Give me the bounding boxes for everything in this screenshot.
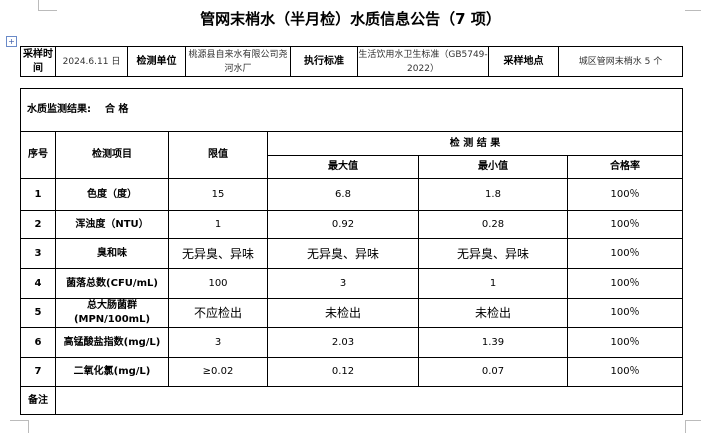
page-corner-mark [38,0,57,11]
cell-limit: 3 [168,327,268,358]
header-item: 检测项目 [55,131,169,179]
table-row: 4 菌落总数(CFU/mL) 100 3 1 100％ [20,268,684,299]
header-min: 最小值 [418,155,568,179]
header-no: 序号 [20,131,56,179]
cell-rate: 100％ [566,357,684,387]
standard: 生活饮用水卫生标准（GB5749-2022） [357,46,489,77]
cell-no: 5 [20,298,56,328]
cell-rate: 100％ [566,268,684,299]
cell-item: 色度（度） [55,178,169,211]
cell-no: 4 [20,268,56,299]
table-row: 2 浑浊度（NTU） 1 0.92 0.28 100％ [20,210,684,239]
cell-limit: 无异臭、异味 [168,238,268,269]
cell-rate: 100％ [566,298,684,328]
page-corner-mark [685,420,701,433]
header-max: 最大值 [267,155,419,179]
unit-label: 检测单位 [127,46,186,77]
remarks-label: 备注 [20,386,56,415]
header-limit: 限值 [168,131,268,179]
unit: 桃源县自来水有限公司尧河水厂 [185,46,291,77]
cell-no: 2 [20,210,56,239]
cell-limit: 100 [168,268,268,299]
cell-rate: 100％ [566,178,684,211]
cell-no: 1 [20,178,56,211]
cell-min: 未检出 [418,298,568,328]
cell-min: 1.39 [418,327,568,358]
page-corner-mark [10,420,29,433]
sample-time-label: 采样时间 [20,46,56,77]
cell-min: 0.28 [418,210,568,239]
page-title: 管网末梢水（半月检）水质信息公告（7 项） [200,10,501,28]
header-rate: 合格率 [566,155,684,179]
table-row: 3 臭和味 无异臭、异味 无异臭、异味 无异臭、异味 100％ [20,238,684,269]
remarks-value[interactable] [54,386,684,415]
cell-item: 浑浊度（NTU） [55,210,169,239]
cell-max: 6.8 [267,178,419,211]
page-corner-mark [685,0,701,11]
cell-max: 0.92 [267,210,419,239]
cell-max: 无异臭、异味 [267,238,419,269]
results-table: 水质监测结果: 合 格 序号 检测项目 限值 检 测 结 果 最大值 最小值 合… [19,88,684,415]
cell-limit: 1 [168,210,268,239]
place-label: 采样地点 [488,46,559,77]
cell-rate: 100％ [566,238,684,269]
table-row: 7 二氧化氯(mg/L) ≥0.02 0.12 0.07 100％ [20,357,684,387]
cell-max: 3 [267,268,419,299]
place: 城区管网末梢水 5 个 [558,46,683,77]
standard-label: 执行标准 [290,46,358,77]
cell-min: 1.8 [418,178,568,211]
cell-limit: 不应检出 [168,298,268,328]
table-row: 1 色度（度） 15 6.8 1.8 100％ [20,178,684,211]
cell-no: 7 [20,357,56,387]
cell-rate: 100％ [566,210,684,239]
result-label: 水质监测结果: [27,104,91,115]
cell-max: 2.03 [267,327,419,358]
cell-min: 无异臭、异味 [418,238,568,269]
cell-rate: 100％ [566,327,684,358]
cell-no: 6 [20,327,56,358]
cell-item: 总大肠菌群(MPN/100mL) [55,298,169,328]
table-move-handle-icon[interactable]: + [6,36,17,47]
cell-max: 未检出 [267,298,419,328]
table-row: 6 高锰酸盐指数(mg/L) 3 2.03 1.39 100％ [20,327,684,358]
cell-item: 二氧化氯(mg/L) [55,357,169,387]
cell-item: 臭和味 [55,238,169,269]
cell-no: 3 [20,238,56,269]
result-value: 合 格 [104,104,129,115]
cell-item: 高锰酸盐指数(mg/L) [55,327,169,358]
cell-limit: ≥0.02 [168,357,268,387]
info-table: 采样时间 2024.6.11 日 检测单位 桃源县自来水有限公司尧河水厂 执行标… [20,46,683,77]
cell-min: 0.07 [418,357,568,387]
cell-limit: 15 [168,178,268,211]
header-results: 检 测 结 果 [266,131,684,156]
cell-max: 0.12 [267,357,419,387]
cell-min: 1 [418,268,568,299]
cell-item: 菌落总数(CFU/mL) [55,268,169,299]
table-row: 5 总大肠菌群(MPN/100mL) 不应检出 未检出 未检出 100％ [20,298,684,328]
sample-time: 2024.6.11 日 [55,46,128,77]
result-summary: 水质监测结果: 合 格 [19,88,684,132]
